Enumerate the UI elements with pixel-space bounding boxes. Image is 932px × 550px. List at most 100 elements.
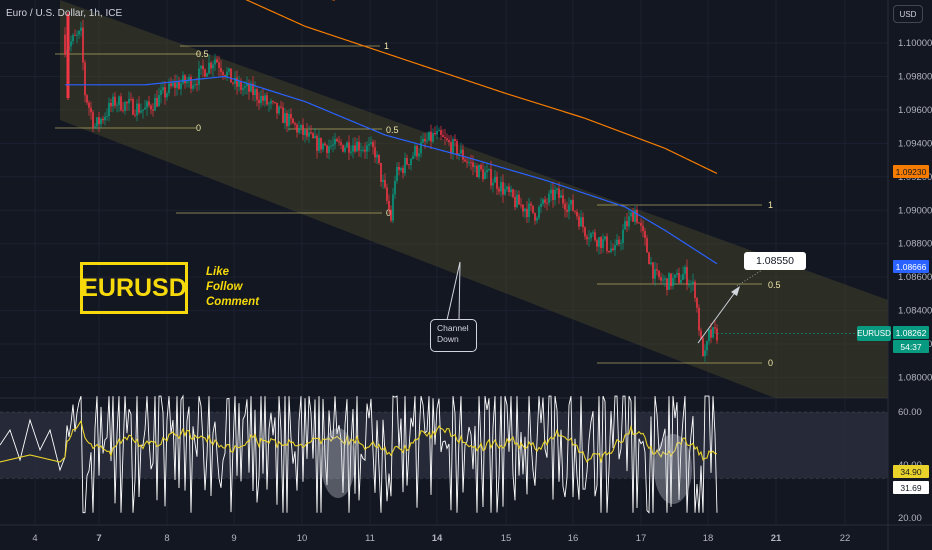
candle-body (578, 216, 580, 227)
currency-button[interactable]: USD (893, 5, 923, 23)
time-tick-label: 16 (568, 533, 579, 544)
candle-body (276, 102, 278, 114)
candle-body (118, 96, 120, 105)
candle-body (658, 270, 660, 278)
candle-body (166, 93, 168, 98)
candle-body (174, 82, 176, 88)
candle-body (418, 153, 420, 157)
fib-level-label: 0 (196, 123, 201, 133)
candle-body (584, 227, 586, 237)
candle-body (178, 82, 180, 89)
candle-body (260, 95, 262, 104)
time-tick-label: 8 (164, 533, 169, 544)
candle-body (194, 84, 196, 86)
candle-body (232, 82, 234, 84)
candle-body (468, 162, 470, 164)
candle-body (716, 328, 718, 341)
candle-body (204, 69, 206, 77)
candle-body (694, 281, 696, 299)
candle-body (296, 124, 298, 133)
candle-body (206, 73, 208, 77)
candle-body (316, 135, 318, 151)
candle-body (582, 217, 584, 228)
candle-body (336, 138, 338, 142)
candle-body (238, 81, 240, 87)
candle-body (366, 145, 368, 152)
candle-body (148, 101, 150, 106)
candle-body (458, 153, 460, 156)
candle-body (352, 145, 354, 152)
candle-body (400, 168, 402, 171)
candle-body (190, 76, 192, 89)
candle-body (210, 62, 212, 69)
candle-body (244, 86, 246, 89)
candle-body (154, 97, 156, 111)
candle-body (252, 83, 254, 95)
candle-body (604, 236, 606, 240)
candle-body (348, 142, 350, 153)
candle-body (638, 222, 640, 224)
candle-body (704, 350, 706, 357)
candle-body (390, 209, 392, 221)
candle-body (302, 124, 304, 135)
candle-body (452, 139, 454, 154)
candle-body (520, 204, 522, 206)
candle-body (378, 154, 380, 163)
candle-body (144, 107, 146, 110)
candle-body (596, 240, 598, 247)
candle-body (88, 102, 90, 108)
candle-body (438, 130, 440, 132)
candle-body (82, 27, 84, 63)
candle-body (388, 200, 390, 210)
candle-body (714, 327, 716, 329)
slow-ma-price-badge: 1.09230 (893, 165, 929, 178)
candle-body (514, 197, 516, 208)
candle-body (312, 133, 314, 139)
candle-body (648, 252, 650, 265)
candle-body (86, 95, 88, 103)
eurusd-logo: EURUSD (80, 262, 188, 314)
candle-body (228, 68, 230, 72)
candle-body (164, 87, 166, 98)
candle-body (588, 238, 590, 240)
price-tick-label: 1.09000 (898, 205, 932, 216)
candle-body (476, 165, 478, 178)
candle-body (410, 158, 412, 166)
candle-body (300, 124, 302, 128)
candle-body (382, 179, 384, 182)
candle-body (346, 142, 348, 148)
candle-body (376, 154, 378, 158)
candle-body (534, 212, 536, 221)
candle-body (284, 113, 286, 123)
candle-body (488, 169, 490, 171)
candle-body (576, 211, 578, 217)
candle-body (574, 210, 576, 212)
candle-body (330, 145, 332, 147)
candle-body (386, 187, 388, 201)
candle-body (394, 180, 396, 195)
candle-body (80, 27, 82, 31)
candle-body (454, 139, 456, 142)
candle-body (398, 166, 400, 171)
candle-body (550, 189, 552, 194)
fib-level-label: 0 (768, 358, 773, 368)
candle-body (202, 65, 204, 70)
candle-body (634, 210, 636, 222)
candle-body (592, 232, 594, 234)
candle-body (150, 105, 152, 110)
candle-body (108, 102, 110, 117)
candle-body (600, 237, 602, 248)
candle-body (392, 194, 394, 221)
candle-body (66, 14, 70, 98)
time-tick-label: 14 (432, 533, 443, 544)
candle-body (142, 109, 144, 111)
slow-moving-average (245, 0, 718, 174)
time-tick-label: 22 (840, 533, 851, 544)
candle-body (664, 278, 666, 280)
price-tick-label: 1.10000 (898, 38, 932, 49)
candle-body (226, 71, 228, 77)
candle-body (368, 143, 370, 146)
candle-body (594, 232, 596, 241)
candle-body (700, 330, 702, 339)
